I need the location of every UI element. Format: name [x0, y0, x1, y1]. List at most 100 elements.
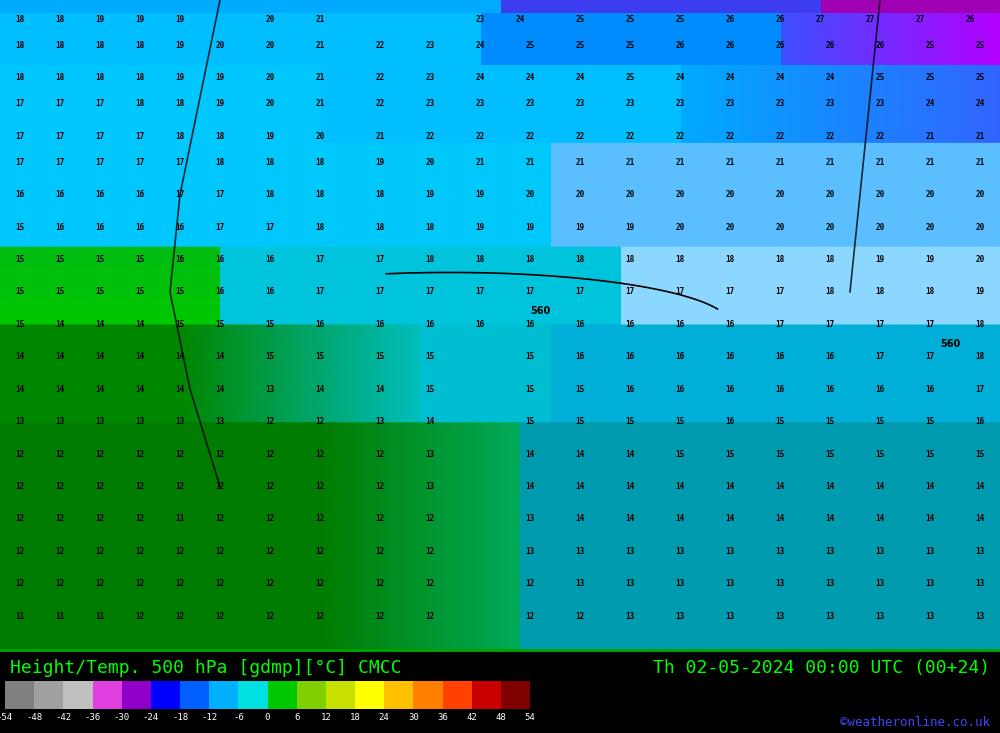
Text: 15: 15 — [525, 385, 535, 394]
Text: 17: 17 — [215, 190, 225, 199]
Text: 16: 16 — [575, 320, 585, 329]
Text: 12: 12 — [175, 449, 185, 459]
Text: 24: 24 — [825, 73, 835, 82]
Text: 18: 18 — [265, 190, 275, 199]
Text: 14: 14 — [725, 515, 735, 523]
Text: 23: 23 — [675, 99, 685, 108]
Text: 18: 18 — [575, 255, 585, 264]
Text: 23: 23 — [425, 99, 435, 108]
Text: 23: 23 — [825, 99, 835, 108]
Text: 18: 18 — [95, 73, 105, 82]
Text: 13: 13 — [135, 417, 145, 426]
Text: 13: 13 — [175, 417, 185, 426]
Text: 13: 13 — [55, 417, 65, 426]
Text: 22: 22 — [825, 132, 835, 141]
Text: 12: 12 — [315, 547, 325, 556]
Text: 20: 20 — [975, 255, 985, 264]
Text: 16: 16 — [135, 190, 145, 199]
Text: 14: 14 — [135, 320, 145, 329]
Text: 20: 20 — [265, 73, 275, 82]
Text: 16: 16 — [315, 320, 325, 329]
Text: 14: 14 — [315, 385, 325, 394]
Text: 13: 13 — [975, 579, 985, 589]
Text: 12: 12 — [15, 449, 25, 459]
Text: 15: 15 — [315, 353, 325, 361]
Text: 15: 15 — [675, 449, 685, 459]
Text: 17: 17 — [675, 287, 685, 296]
Text: 25: 25 — [975, 41, 985, 50]
Text: -48: -48 — [26, 712, 42, 722]
Text: 17: 17 — [265, 223, 275, 232]
Text: 13: 13 — [675, 579, 685, 589]
Text: 14: 14 — [215, 353, 225, 361]
Text: 20: 20 — [525, 190, 535, 199]
Text: -30: -30 — [114, 712, 130, 722]
Text: 15: 15 — [775, 417, 785, 426]
Text: 12: 12 — [215, 515, 225, 523]
Text: 0: 0 — [265, 712, 270, 722]
Text: 19: 19 — [175, 15, 185, 24]
Text: 20: 20 — [875, 223, 885, 232]
Text: 16: 16 — [175, 255, 185, 264]
Text: 15: 15 — [575, 385, 585, 394]
Text: 14: 14 — [825, 482, 835, 491]
Text: 12: 12 — [425, 579, 435, 589]
Text: 18: 18 — [135, 73, 145, 82]
Text: 15: 15 — [825, 449, 835, 459]
Text: 14: 14 — [525, 482, 535, 491]
Text: 15: 15 — [135, 255, 145, 264]
Text: 18: 18 — [975, 320, 985, 329]
Text: 21: 21 — [925, 158, 935, 166]
Text: 25: 25 — [525, 41, 535, 50]
Text: 12: 12 — [15, 579, 25, 589]
Text: 18: 18 — [425, 255, 435, 264]
Text: 14: 14 — [425, 417, 435, 426]
Text: 14: 14 — [575, 482, 585, 491]
Text: 13: 13 — [775, 579, 785, 589]
Text: 24: 24 — [575, 73, 585, 82]
Text: 17: 17 — [315, 287, 325, 296]
Text: 13: 13 — [215, 417, 225, 426]
Text: 12: 12 — [135, 482, 145, 491]
Text: 13: 13 — [675, 547, 685, 556]
Text: 15: 15 — [925, 449, 935, 459]
Text: 16: 16 — [775, 353, 785, 361]
Text: 15: 15 — [95, 287, 105, 296]
Text: 12: 12 — [320, 712, 331, 722]
Text: 48: 48 — [495, 712, 506, 722]
Text: 22: 22 — [675, 132, 685, 141]
Text: 22: 22 — [475, 132, 485, 141]
Text: 12: 12 — [15, 547, 25, 556]
Text: 19: 19 — [525, 223, 535, 232]
Text: 16: 16 — [475, 320, 485, 329]
Text: 23: 23 — [775, 99, 785, 108]
Text: 16: 16 — [55, 190, 65, 199]
Text: 11: 11 — [175, 515, 185, 523]
Text: 14: 14 — [875, 482, 885, 491]
Text: 25: 25 — [875, 73, 885, 82]
Text: ©weatheronline.co.uk: ©weatheronline.co.uk — [840, 716, 990, 729]
Text: 16: 16 — [875, 385, 885, 394]
Text: 12: 12 — [315, 417, 325, 426]
Text: 17: 17 — [725, 287, 735, 296]
Text: 18: 18 — [350, 712, 360, 722]
Bar — [472, 681, 501, 710]
Text: 21: 21 — [825, 158, 835, 166]
Text: 21: 21 — [675, 158, 685, 166]
Text: 14: 14 — [175, 385, 185, 394]
Bar — [355, 681, 384, 710]
Text: 13: 13 — [425, 482, 435, 491]
Text: -54: -54 — [0, 712, 13, 722]
Bar — [238, 681, 268, 710]
Text: 19: 19 — [475, 223, 485, 232]
Text: 14: 14 — [675, 515, 685, 523]
Text: 21: 21 — [925, 132, 935, 141]
Text: 14: 14 — [775, 482, 785, 491]
Text: 23: 23 — [875, 99, 885, 108]
Text: 13: 13 — [725, 579, 735, 589]
Text: 20: 20 — [925, 190, 935, 199]
Text: 13: 13 — [625, 579, 635, 589]
Text: 13: 13 — [875, 612, 885, 621]
Text: 12: 12 — [315, 482, 325, 491]
Text: 17: 17 — [55, 99, 65, 108]
